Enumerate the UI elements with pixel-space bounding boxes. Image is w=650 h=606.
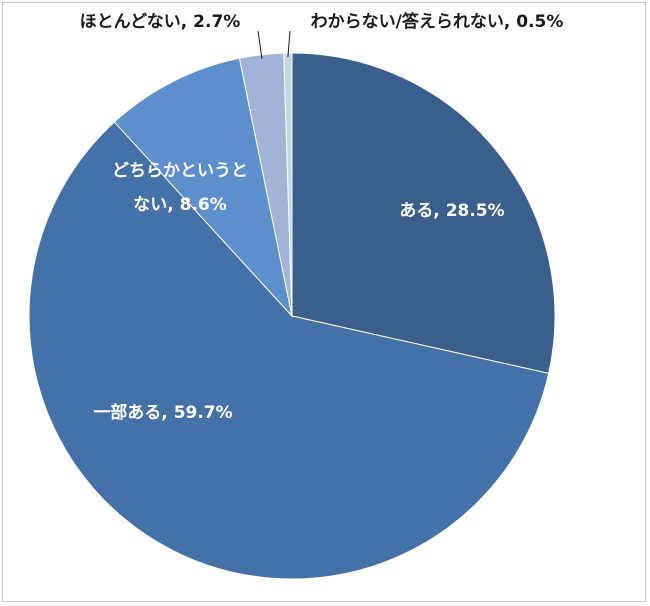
label-hotondo-nai: ほとんどない, 2.7%	[80, 12, 241, 32]
label-wakaranai: わからない/答えられない, 0.5%	[311, 11, 564, 32]
label-aru: ある, 28.5%	[399, 201, 504, 221]
slice-aru	[291, 52, 556, 374]
leader-line-slice-hotondo-nai	[257, 30, 263, 59]
leader-line-slice-wakaranai	[287, 30, 291, 58]
slice-dochiraka-nai	[113, 57, 293, 318]
label-ichibu-aru: 一部ある, 59.7%	[93, 402, 232, 423]
slice-ichibu-aru	[28, 121, 550, 580]
label-dochiraka-nai: どちらかというとない, 8.6%	[112, 161, 248, 215]
